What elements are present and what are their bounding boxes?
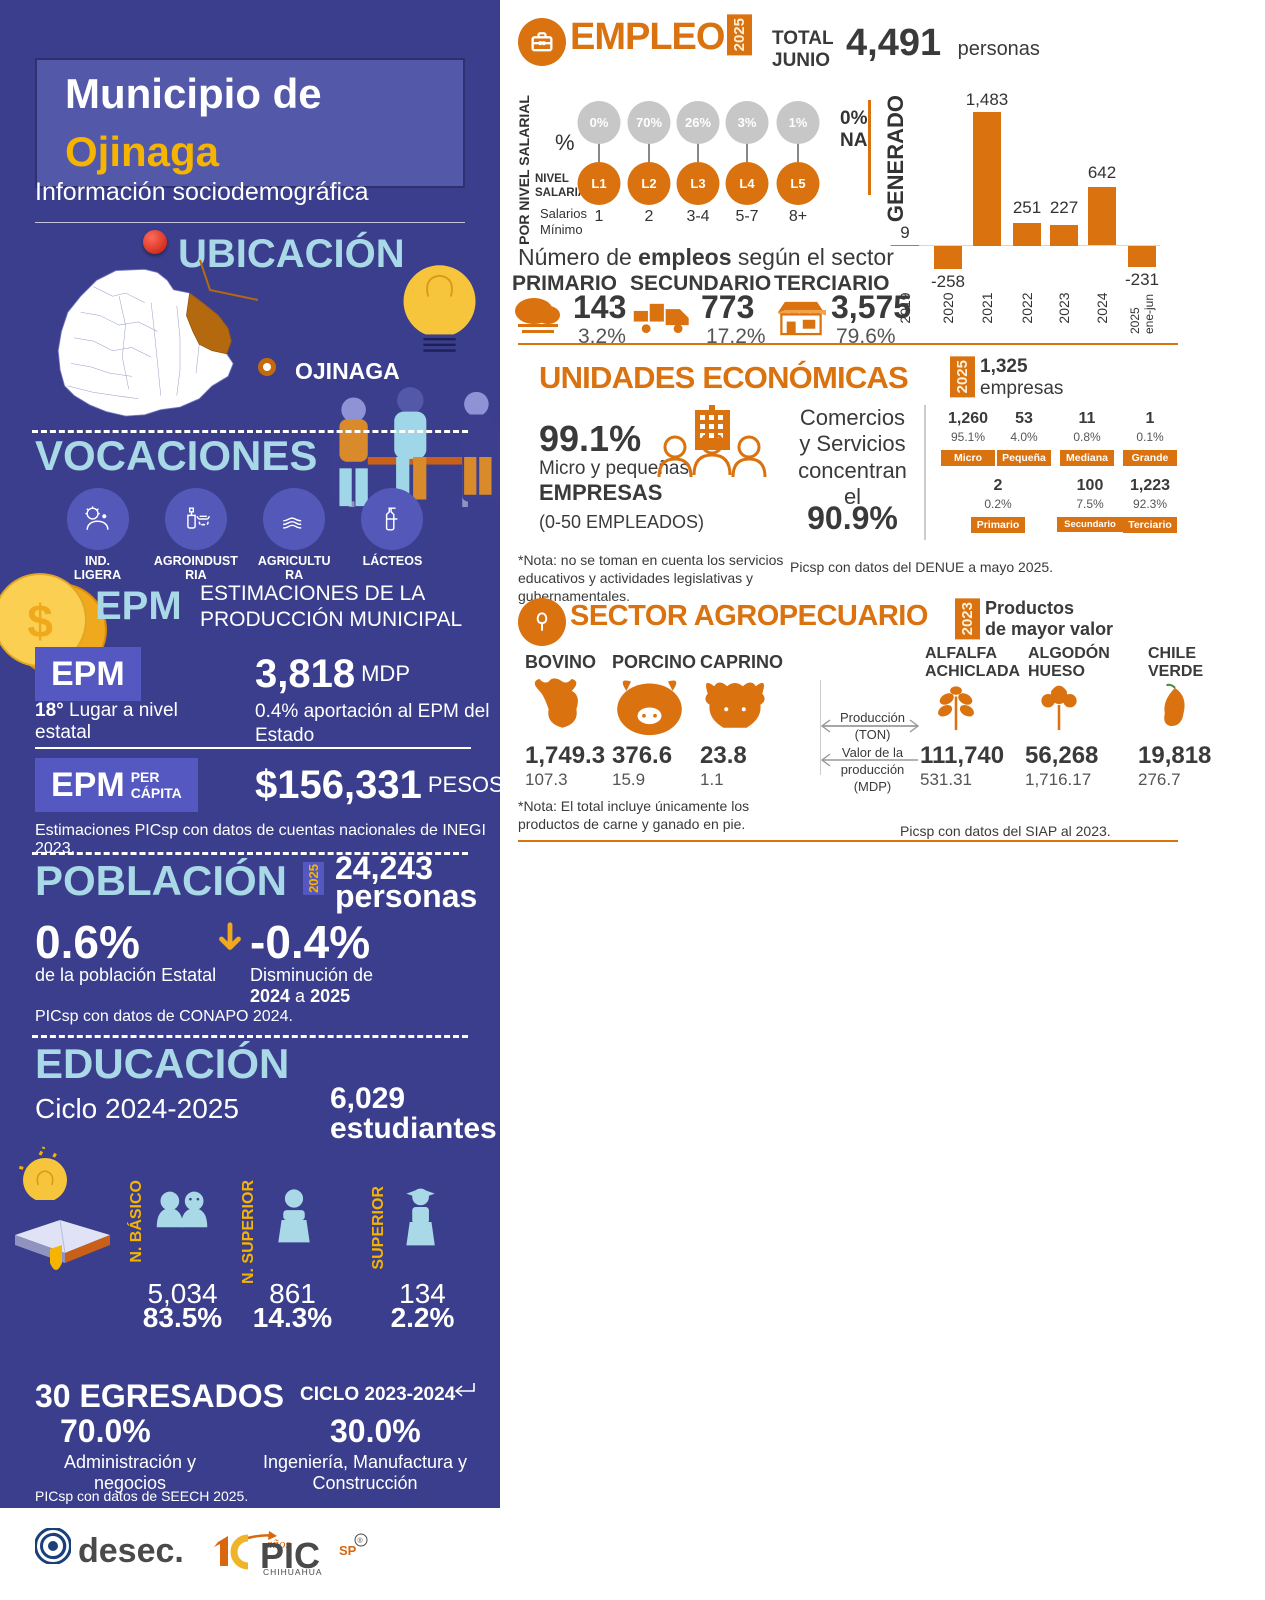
svg-text:SP: SP — [339, 1543, 357, 1558]
svg-text:$: $ — [27, 595, 53, 647]
svg-text:CHIHUAHUA: CHIHUAHUA — [263, 1567, 323, 1576]
svg-text:®: ® — [358, 1537, 364, 1545]
